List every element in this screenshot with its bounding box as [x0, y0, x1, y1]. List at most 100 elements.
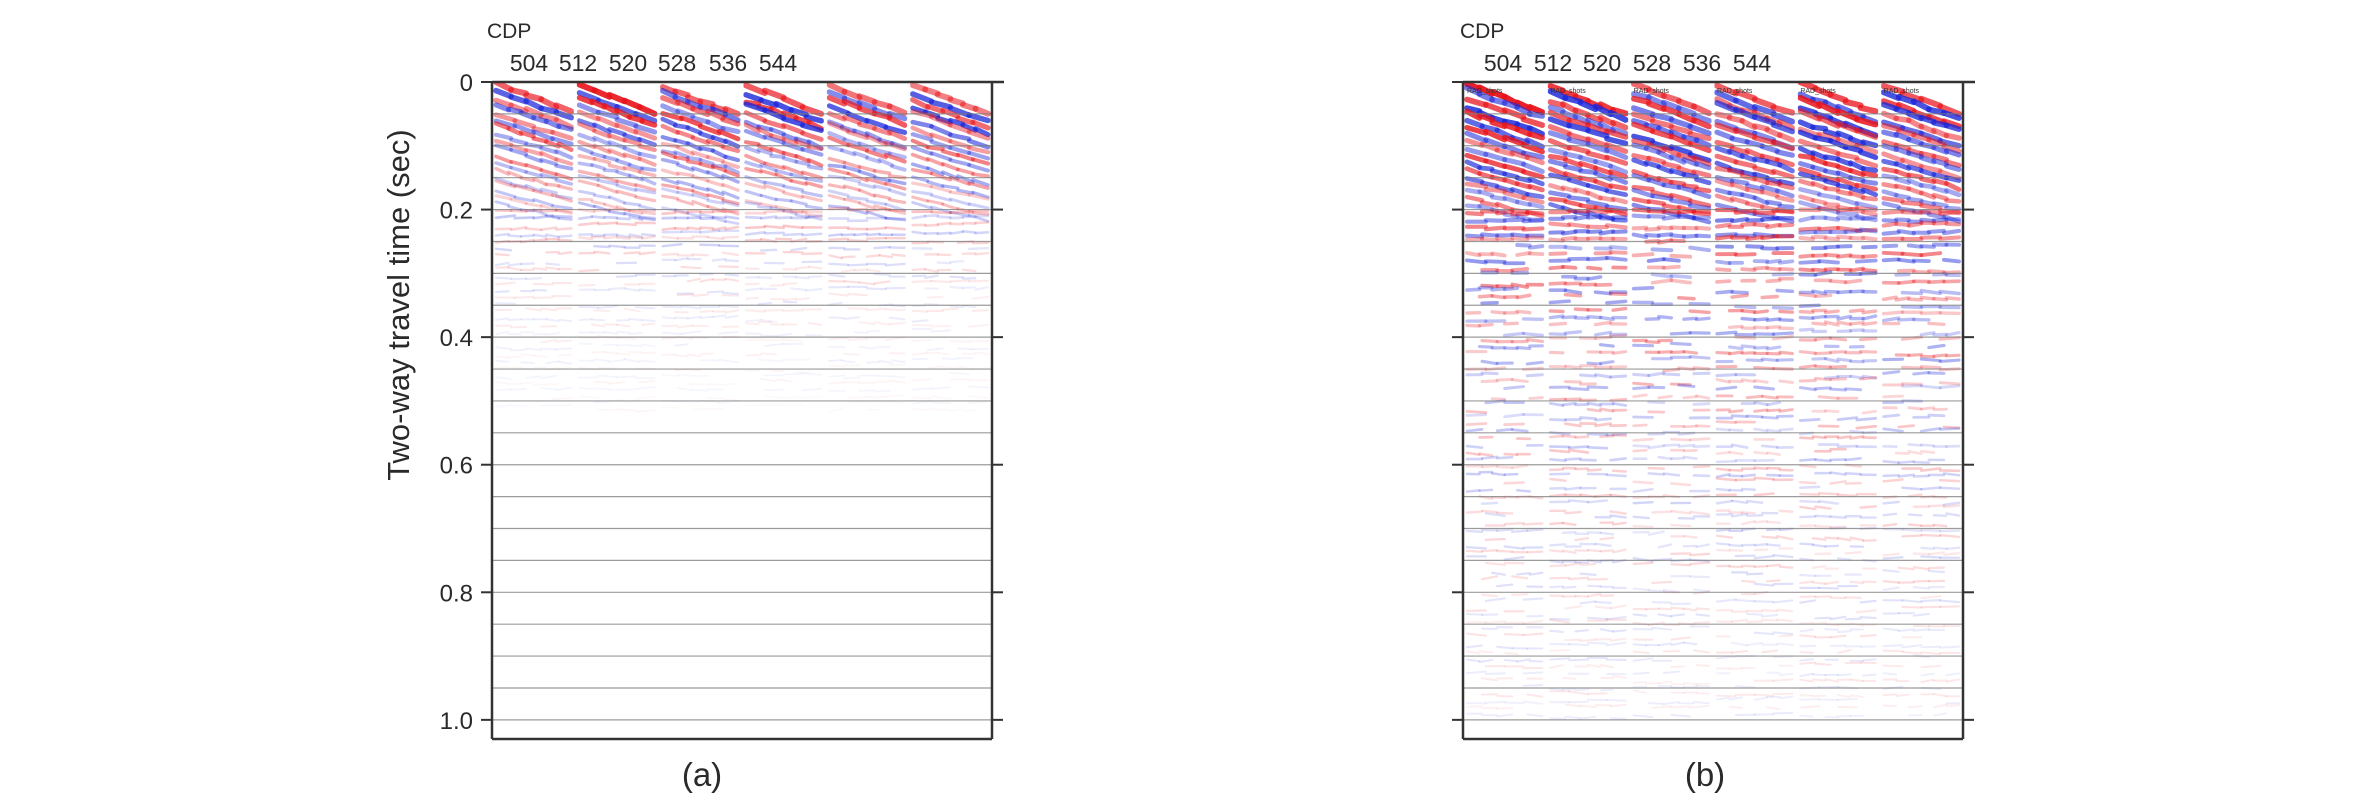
reflection-event [1586, 616, 1608, 620]
reflection-event [929, 139, 953, 150]
reflection-event [556, 123, 574, 132]
reflection-event [1760, 246, 1780, 251]
reflection-event [781, 164, 805, 176]
reflection-event [1547, 166, 1568, 178]
reflection-event [1568, 700, 1589, 704]
reflection-event [532, 198, 555, 207]
reflection-event [794, 159, 811, 167]
reflection-event [1520, 150, 1545, 160]
reflection-event [1573, 209, 1591, 217]
reflection-event [1812, 111, 1834, 121]
reflection-event [686, 277, 702, 283]
reflection-event [1943, 163, 1962, 172]
reflection-event [1480, 236, 1500, 243]
reflection-event [1745, 394, 1764, 400]
reflection-event [1823, 357, 1840, 364]
reflection-event [829, 366, 844, 367]
reflection-event [592, 156, 612, 165]
reflection-event [493, 132, 514, 141]
reflection-event [1714, 129, 1735, 141]
reflection-event [1549, 629, 1564, 634]
reflection-event [1657, 613, 1673, 618]
reflection-event [1729, 145, 1750, 156]
cdp-tick-label: 504 [510, 50, 549, 76]
reflection-event [1599, 531, 1615, 536]
reflection-event [1586, 265, 1603, 271]
reflection-event [532, 355, 548, 358]
reflection-event [615, 236, 631, 240]
reflection-event [1799, 634, 1817, 638]
reflection-event [827, 121, 851, 134]
reflection-event [1693, 137, 1712, 149]
reflection-event [641, 319, 656, 322]
reflection-event [1563, 245, 1583, 251]
reflection-event [691, 199, 710, 209]
reflection-event [842, 165, 862, 173]
reflection-event [1797, 171, 1816, 180]
reflection-event [673, 138, 690, 146]
reflection-event [1829, 387, 1847, 392]
reflection-event [1829, 515, 1847, 519]
reflection-event [1646, 199, 1667, 206]
reflection-event [1632, 561, 1654, 566]
reflection-event [1630, 82, 1652, 93]
reflection-event [721, 190, 740, 200]
reflection-event [759, 163, 778, 173]
reflection-event [1799, 698, 1821, 701]
reflection-event [1604, 147, 1629, 160]
reflection-event [1912, 628, 1930, 632]
reflection-event [913, 398, 932, 399]
reflection-event [554, 149, 574, 160]
reflection-event [1612, 675, 1627, 679]
reflection-event [744, 201, 760, 206]
reflection-event [633, 128, 658, 141]
reflection-event [930, 386, 952, 391]
reflection-event [1490, 251, 1507, 258]
reflection-event [1765, 266, 1782, 272]
reflection-event [1605, 616, 1627, 621]
reflection-event [1880, 83, 1906, 95]
reflection-event [782, 232, 804, 237]
reflection-event [1714, 232, 1738, 238]
reflection-event [554, 172, 574, 181]
reflection-event [1522, 619, 1544, 625]
reflection-event [1682, 455, 1698, 461]
reflection-event [1858, 227, 1878, 234]
reflection-event [1574, 629, 1590, 633]
reflection-event [1882, 473, 1901, 478]
reflection-event [1594, 417, 1612, 422]
reflection-event [1813, 376, 1832, 382]
reflection-event [1715, 420, 1738, 424]
reflection-event [532, 238, 548, 243]
reflection-event [1900, 200, 1924, 207]
reflection-event [828, 273, 846, 278]
reflection-event [1694, 394, 1711, 400]
reflection-event [970, 157, 991, 166]
reflection-event [1657, 394, 1673, 400]
reflection-event [1811, 267, 1828, 273]
reflection-event [1854, 258, 1878, 264]
reflection-event [1778, 350, 1794, 356]
reflection-event [1881, 201, 1901, 210]
reflection-event [721, 182, 740, 192]
reflection-event [1799, 480, 1817, 485]
reflection-event [577, 121, 597, 133]
reflection-event [722, 111, 741, 124]
reflection-event [1695, 613, 1711, 617]
reflection-event [1527, 183, 1545, 193]
reflection-event [1547, 124, 1572, 137]
reflection-event [911, 268, 927, 271]
reflection-event [698, 162, 715, 170]
reflection-event [864, 131, 882, 142]
reflection-event [1548, 321, 1568, 327]
reflection-event [711, 314, 727, 318]
reflection-event [554, 178, 574, 186]
reflection-event [1882, 627, 1900, 632]
reflection-event [828, 301, 843, 306]
reflection-event [521, 382, 534, 383]
reflection-event [673, 150, 690, 159]
reflection-event [1942, 279, 1961, 284]
reflection-event [1752, 210, 1776, 216]
reflection-event [699, 310, 714, 313]
reflection-event [1731, 641, 1749, 647]
